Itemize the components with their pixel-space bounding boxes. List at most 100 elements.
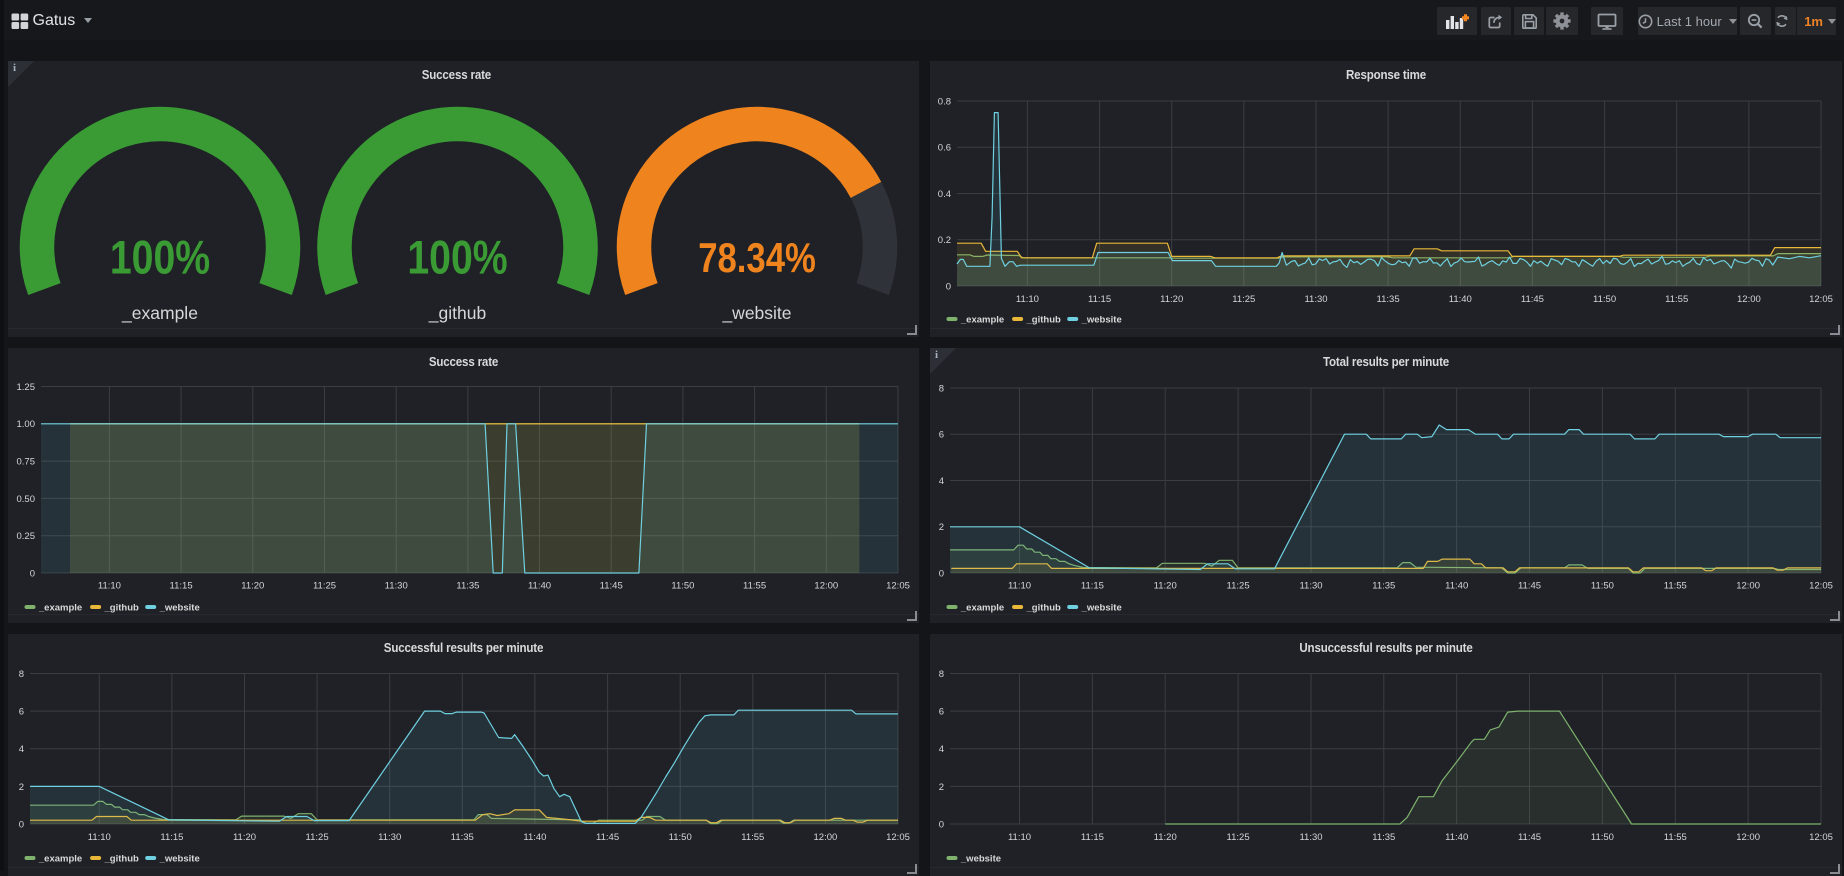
svg-text:11:20: 11:20 (241, 581, 264, 592)
svg-text:100%: 100% (407, 232, 507, 284)
svg-text:12:00: 12:00 (814, 581, 838, 592)
svg-text:0: 0 (19, 819, 24, 830)
svg-text:0.2: 0.2 (938, 235, 951, 246)
svg-text:8: 8 (19, 669, 24, 680)
svg-text:11:30: 11:30 (1299, 581, 1322, 592)
svg-text:6: 6 (19, 707, 24, 718)
svg-text:11:20: 11:20 (1160, 294, 1183, 305)
svg-text:12:00: 12:00 (1736, 832, 1760, 843)
svg-text:0: 0 (946, 281, 951, 292)
svg-text:2: 2 (939, 782, 944, 793)
svg-text:0: 0 (939, 568, 944, 579)
svg-text:_example: _example (960, 315, 1004, 326)
svg-text:12:05: 12:05 (1809, 294, 1833, 305)
svg-text:_website: _website (1081, 603, 1122, 614)
svg-text:_example: _example (38, 854, 82, 865)
svg-text:11:25: 11:25 (1232, 294, 1255, 305)
svg-text:_website: _website (159, 854, 200, 865)
svg-text:11:25: 11:25 (306, 832, 329, 843)
svg-text:_github: _github (104, 854, 139, 865)
svg-text:11:35: 11:35 (1372, 832, 1395, 843)
svg-text:0: 0 (30, 568, 35, 579)
svg-text:_github: _github (428, 303, 486, 324)
svg-text:8: 8 (939, 669, 944, 680)
svg-text:11:45: 11:45 (1521, 294, 1544, 305)
svg-text:11:55: 11:55 (1664, 581, 1687, 592)
svg-text:4: 4 (939, 476, 944, 487)
svg-text:11:15: 11:15 (1088, 294, 1111, 305)
svg-text:_website: _website (960, 854, 1001, 865)
svg-text:11:20: 11:20 (1154, 581, 1177, 592)
svg-text:11:50: 11:50 (669, 832, 692, 843)
svg-text:11:50: 11:50 (1591, 581, 1614, 592)
svg-text:12:05: 12:05 (886, 581, 910, 592)
svg-text:1.25: 1.25 (17, 382, 36, 393)
svg-text:0.25: 0.25 (17, 531, 36, 542)
svg-text:11:10: 11:10 (1016, 294, 1039, 305)
svg-text:12:05: 12:05 (1809, 581, 1833, 592)
svg-text:0.8: 0.8 (938, 96, 951, 107)
svg-text:11:50: 11:50 (1593, 294, 1616, 305)
svg-text:6: 6 (939, 707, 944, 718)
svg-text:11:55: 11:55 (741, 832, 764, 843)
svg-text:11:15: 11:15 (1081, 832, 1104, 843)
svg-text:11:40: 11:40 (1445, 581, 1468, 592)
svg-text:11:20: 11:20 (1154, 832, 1177, 843)
svg-text:11:15: 11:15 (170, 581, 193, 592)
svg-text:78.34%: 78.34% (698, 235, 816, 282)
svg-text:11:45: 11:45 (1518, 581, 1541, 592)
svg-text:12:05: 12:05 (886, 832, 910, 843)
svg-text:0: 0 (939, 819, 944, 830)
svg-text:11:30: 11:30 (1304, 294, 1327, 305)
svg-text:1.00: 1.00 (17, 419, 36, 430)
svg-text:11:35: 11:35 (451, 832, 474, 843)
svg-text:11:10: 11:10 (98, 581, 121, 592)
svg-text:_website: _website (1081, 315, 1122, 326)
svg-text:_github: _github (104, 603, 139, 614)
svg-text:11:55: 11:55 (743, 581, 766, 592)
svg-text:11:50: 11:50 (1591, 832, 1614, 843)
svg-text:11:55: 11:55 (1664, 832, 1687, 843)
svg-text:_example: _example (121, 303, 198, 324)
svg-text:11:40: 11:40 (528, 581, 551, 592)
svg-text:0.75: 0.75 (17, 457, 36, 468)
svg-text:12:00: 12:00 (1737, 294, 1761, 305)
svg-text:8: 8 (939, 383, 944, 394)
svg-text:6: 6 (939, 430, 944, 441)
svg-text:11:15: 11:15 (1081, 581, 1104, 592)
svg-text:11:45: 11:45 (600, 581, 623, 592)
svg-text:11:50: 11:50 (671, 581, 694, 592)
svg-text:0.4: 0.4 (938, 189, 951, 200)
svg-text:11:10: 11:10 (88, 832, 111, 843)
svg-text:11:35: 11:35 (1372, 581, 1395, 592)
svg-text:11:20: 11:20 (233, 832, 256, 843)
svg-text:11:10: 11:10 (1008, 581, 1031, 592)
svg-text:_website: _website (721, 303, 791, 324)
svg-text:0.50: 0.50 (17, 494, 36, 505)
svg-text:0.6: 0.6 (938, 143, 951, 154)
svg-text:11:30: 11:30 (385, 581, 408, 592)
svg-text:4: 4 (19, 744, 24, 755)
svg-text:11:40: 11:40 (523, 832, 546, 843)
svg-text:11:35: 11:35 (1377, 294, 1400, 305)
svg-text:11:15: 11:15 (160, 832, 183, 843)
svg-text:11:30: 11:30 (1299, 832, 1322, 843)
svg-text:11:55: 11:55 (1665, 294, 1688, 305)
svg-text:_website: _website (159, 603, 200, 614)
svg-text:11:35: 11:35 (456, 581, 479, 592)
svg-text:4: 4 (939, 744, 944, 755)
svg-text:12:00: 12:00 (814, 832, 838, 843)
svg-text:_github: _github (1026, 603, 1061, 614)
svg-text:_example: _example (960, 603, 1004, 614)
svg-text:100%: 100% (110, 232, 210, 284)
svg-text:12:00: 12:00 (1736, 581, 1760, 592)
svg-text:11:25: 11:25 (1227, 832, 1250, 843)
svg-text:2: 2 (939, 522, 944, 533)
svg-text:11:40: 11:40 (1449, 294, 1472, 305)
svg-text:11:45: 11:45 (596, 832, 619, 843)
svg-text:11:30: 11:30 (378, 832, 401, 843)
svg-text:11:40: 11:40 (1445, 832, 1468, 843)
svg-text:11:10: 11:10 (1008, 832, 1031, 843)
svg-text:12:05: 12:05 (1809, 832, 1833, 843)
svg-text:_example: _example (38, 603, 82, 614)
